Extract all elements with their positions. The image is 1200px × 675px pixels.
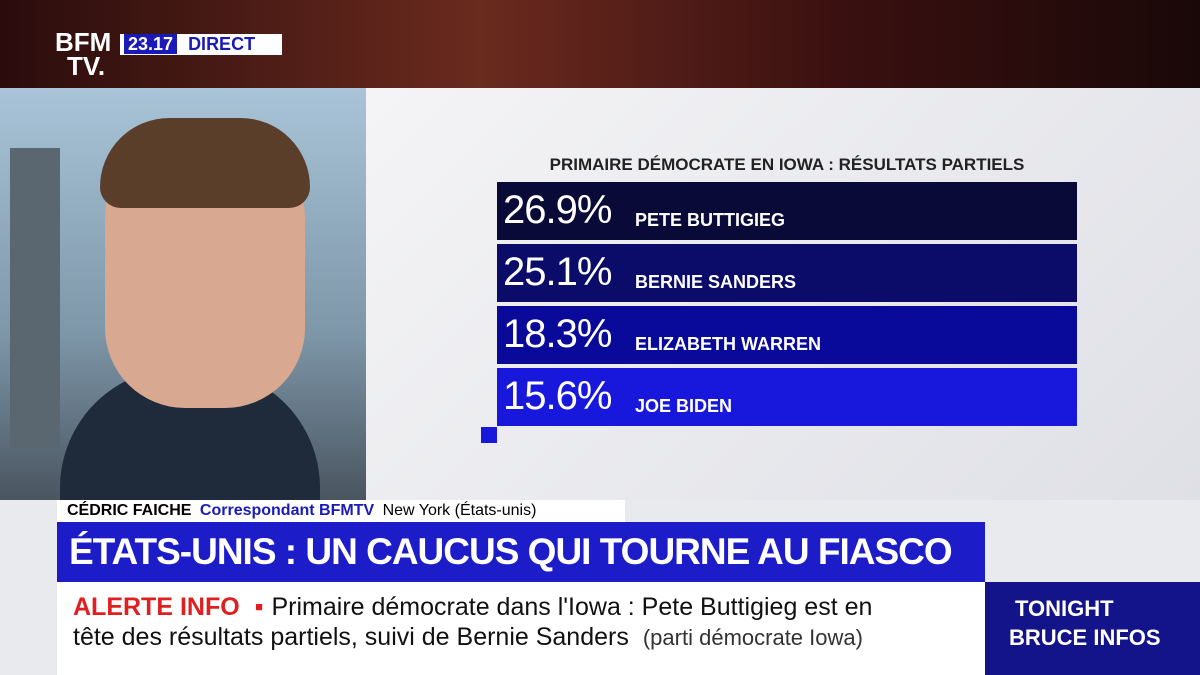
name-bar: CÉDRIC FAICHE Correspondant BFMTV New Yo… xyxy=(57,500,625,522)
promo-line: TONIGHT xyxy=(1015,596,1114,621)
accent-square xyxy=(481,427,497,443)
reporter-name: CÉDRIC FAICHE xyxy=(67,502,192,519)
percent: 26.9% xyxy=(503,188,612,232)
ticker-line: Primaire démocrate dans l'Iowa : Pete Bu… xyxy=(271,593,873,621)
time: 23.17 xyxy=(124,34,178,54)
results-title: PRIMAIRE DÉMOCRATE EN IOWA : RÉSULTATS P… xyxy=(549,155,1025,174)
result-row: 25.1% BERNIE SANDERS xyxy=(497,244,1077,302)
ticker-source: (parti démocrate Iowa) xyxy=(642,625,863,650)
hair xyxy=(100,118,310,208)
result-row: 26.9% PETE BUTTIGIEG xyxy=(497,182,1077,240)
candidate: ELIZABETH WARREN xyxy=(635,334,821,354)
ticker-line: tête des résultats partiels, suivi de Be… xyxy=(73,623,629,651)
video-feed xyxy=(0,88,366,508)
percent: 15.6% xyxy=(503,374,612,418)
percent: 25.1% xyxy=(503,250,612,294)
reporter-role: Correspondant BFMTV xyxy=(199,502,375,519)
promo: TONIGHT BRUCE INFOS xyxy=(985,582,1200,675)
result-row: 15.6% JOE BIDEN xyxy=(497,368,1077,426)
building xyxy=(10,148,60,448)
logo-bottom: TV. xyxy=(67,51,106,81)
promo-line: BRUCE INFOS xyxy=(1009,625,1161,650)
candidate: PETE BUTTIGIEG xyxy=(635,210,786,230)
reporter-location: New York (États-unis) xyxy=(382,502,537,519)
ticker: ALERTE INFO ▪ Primaire démocrate dans l'I… xyxy=(57,582,985,675)
percent: 18.3% xyxy=(503,312,612,356)
live-box: 23.17 DIRECT xyxy=(120,34,282,55)
candidate: JOE BIDEN xyxy=(635,396,733,416)
logo-top: BFM xyxy=(55,27,112,57)
candidate: BERNIE SANDERS xyxy=(635,272,797,292)
logo: BFM TV. xyxy=(55,27,112,81)
alert-label: ALERTE INFO xyxy=(73,593,240,621)
live: DIRECT xyxy=(188,34,256,54)
result-row: 18.3% ELIZABETH WARREN xyxy=(497,306,1077,364)
headline: ÉTATS-UNIS : UN CAUCUS QUI TOURNE AU FIA… xyxy=(57,522,985,582)
